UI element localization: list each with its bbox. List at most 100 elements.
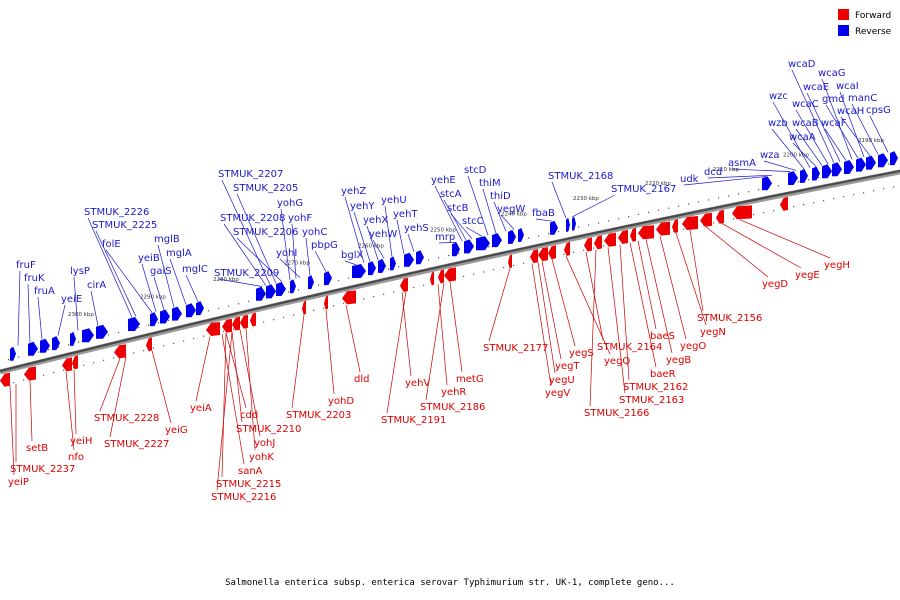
leader-stmuk-2166 bbox=[589, 249, 597, 407]
forward-gene-arrow bbox=[24, 366, 36, 381]
leader-udk bbox=[683, 176, 767, 186]
gene-label-stcb: stcB bbox=[447, 203, 469, 214]
minor-tick bbox=[318, 284, 320, 286]
forward-gene-arrow bbox=[206, 322, 220, 337]
forward-gene-arrow bbox=[302, 300, 306, 315]
minor-tick bbox=[118, 331, 120, 334]
gene-label-manc: manC bbox=[848, 93, 877, 104]
forward-gene-arrow bbox=[638, 225, 654, 240]
leader-yege bbox=[721, 223, 802, 269]
minor-tick bbox=[158, 322, 160, 324]
gene-label-stmuk-2177: STMUK_2177 bbox=[483, 343, 548, 354]
minor-tick bbox=[713, 222, 715, 224]
leader-yehr bbox=[437, 284, 448, 386]
minor-tick bbox=[173, 342, 175, 344]
gene-label-stcd: stcD bbox=[464, 165, 487, 176]
gene-label-stmuk-2210: STMUK_2210 bbox=[236, 424, 301, 435]
leader-yegv bbox=[531, 263, 552, 387]
minor-tick bbox=[48, 349, 50, 351]
reverse-gene-arrow bbox=[800, 168, 808, 183]
gene-label-yohi: yohI bbox=[276, 248, 297, 259]
leader-stmuk-2210 bbox=[231, 331, 243, 423]
gene-label-yehw: yehW bbox=[369, 229, 397, 240]
reverse-gene-arrow bbox=[10, 346, 16, 361]
reverse-gene-arrow bbox=[290, 279, 296, 294]
gene-label-wcah: wcaH bbox=[837, 106, 864, 117]
leader-fbab bbox=[535, 218, 553, 222]
leader-wcag bbox=[821, 78, 853, 160]
gene-label-yegd: yegD bbox=[762, 279, 788, 290]
tick-label: 2210 kbp bbox=[713, 167, 739, 173]
reverse-gene-arrow bbox=[186, 303, 196, 318]
leader-stmuk-2207 bbox=[221, 179, 271, 285]
minor-tick bbox=[43, 374, 45, 376]
minor-tick bbox=[333, 305, 335, 307]
minor-tick bbox=[583, 249, 585, 251]
minor-tick bbox=[628, 215, 630, 218]
reverse-gene-arrow bbox=[160, 309, 170, 324]
tick-label: 2260 kbp bbox=[358, 244, 384, 250]
leader-wcae bbox=[806, 92, 841, 162]
gene-label-stmuk-2186: STMUK_2186 bbox=[420, 402, 485, 413]
gene-label-stmuk-2191: STMUK_2191 bbox=[381, 415, 446, 426]
minor-tick bbox=[373, 296, 375, 298]
gene-label-dcd: dcd bbox=[704, 167, 722, 178]
gene-label-yohg: yohG bbox=[277, 198, 303, 209]
gene-label-fruf: fruF bbox=[16, 260, 36, 271]
leader-stmuk-2162 bbox=[619, 244, 630, 381]
leader-wza bbox=[763, 160, 797, 171]
forward-gene-arrow bbox=[324, 295, 328, 310]
gene-label-stmuk-2206: STMUK_2206 bbox=[233, 227, 298, 238]
gene-label-cpsg: cpsG bbox=[866, 105, 891, 116]
minor-tick bbox=[133, 352, 135, 354]
legend: Forward Reverse bbox=[838, 9, 892, 37]
leader-stmuk-2209 bbox=[217, 278, 263, 287]
gene-label-yohk: yohK bbox=[249, 452, 274, 463]
gene-label-wcai: wcaI bbox=[836, 81, 859, 92]
leader-baer bbox=[629, 242, 657, 368]
leader-bglx bbox=[344, 260, 357, 266]
minor-tick bbox=[523, 262, 525, 264]
reverse-gene-arrow bbox=[266, 284, 276, 299]
leader-yeib bbox=[141, 263, 157, 312]
minor-tick bbox=[733, 218, 735, 220]
minor-tick bbox=[103, 359, 105, 361]
minor-tick bbox=[548, 233, 550, 235]
minor-tick bbox=[58, 346, 60, 348]
minor-tick bbox=[778, 185, 780, 187]
gene-label-yehx: yehX bbox=[363, 215, 388, 226]
minor-tick bbox=[813, 202, 815, 204]
reverse-gene-arrow bbox=[788, 171, 798, 186]
minor-tick bbox=[528, 237, 530, 239]
gene-label-yegw: yegW bbox=[497, 204, 525, 215]
gene-label-stmuk-2205: STMUK_2205 bbox=[233, 183, 298, 194]
minor-tick bbox=[833, 198, 835, 200]
minor-tick bbox=[73, 367, 75, 369]
forward-gene-arrow bbox=[240, 314, 248, 329]
minor-tick bbox=[323, 307, 325, 309]
forward-gene-arrow bbox=[538, 247, 548, 262]
gene-label-yeia: yeiA bbox=[190, 403, 212, 414]
gene-label-stmuk-2164: STMUK_2164 bbox=[597, 342, 662, 353]
forward-gene-arrow bbox=[62, 357, 72, 372]
gene-label-sana: sanA bbox=[238, 466, 263, 477]
reverse-gene-arrow bbox=[452, 242, 460, 257]
gene-label-yehy: yehY bbox=[350, 201, 375, 212]
gene-label-yohd: yohD bbox=[328, 396, 354, 407]
leader-cira bbox=[90, 290, 99, 326]
forward-gene-arrow bbox=[564, 241, 570, 256]
gene-label-mgla: mglA bbox=[166, 248, 192, 259]
reverse-gene-arrow bbox=[464, 239, 474, 254]
reverse-gene-arrow bbox=[832, 162, 842, 177]
forward-gene-arrow bbox=[72, 355, 78, 370]
leader-stmuk-2215 bbox=[221, 332, 227, 478]
reverse-gene-arrow bbox=[276, 282, 286, 297]
reverse-gene-arrow bbox=[28, 341, 38, 356]
leader-stmuk-2208 bbox=[223, 223, 267, 286]
reverse-gene-arrow bbox=[822, 164, 832, 179]
forward-gene-arrow bbox=[656, 221, 670, 236]
minor-tick bbox=[758, 189, 760, 191]
minor-tick bbox=[673, 230, 675, 232]
minor-tick bbox=[138, 327, 140, 329]
forward-gene-arrow bbox=[780, 196, 788, 211]
